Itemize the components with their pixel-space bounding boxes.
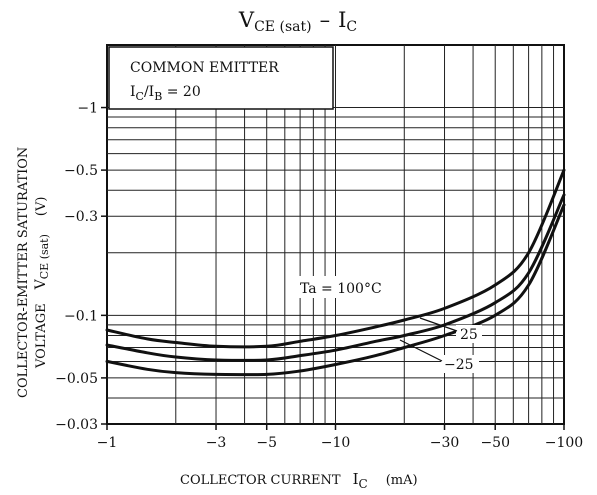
series-label-25: 25 — [460, 327, 478, 343]
x-axis-label: COLLECTOR CURRENT IC (mA) — [180, 470, 418, 491]
x-tick-label: −30 — [430, 435, 460, 451]
legend-ratio-sub2: B — [154, 90, 162, 103]
y-axis-symbol-sub: CE (sat) — [38, 234, 51, 279]
x-tick-label: −3 — [206, 435, 227, 451]
series-line-2 — [105, 203, 566, 377]
y-tick-label: −0.05 — [55, 371, 98, 387]
title-rhs-main: I — [338, 8, 346, 32]
y-axis-label-prefix: VOLTAGE — [34, 303, 49, 369]
series-line-0 — [105, 168, 566, 349]
legend-mode-label: COMMON EMITTER — [130, 60, 279, 76]
y-axis-label-line1: COLLECTOR-EMITTER SATURATION — [16, 147, 31, 398]
x-axis-label-text: COLLECTOR CURRENT — [180, 473, 341, 488]
title-dash: – — [320, 8, 331, 32]
series-label-100: Ta = 100°C — [300, 281, 382, 297]
legend-ratio-label: IC/IB = 20 — [130, 84, 201, 103]
legend-ratio-mid: /I — [144, 84, 154, 100]
x-axis-symbol-sub: C — [359, 477, 368, 491]
series-line-1 — [105, 193, 566, 362]
legend-ratio-end: = 20 — [162, 84, 200, 100]
x-tick-label: −50 — [480, 435, 510, 451]
y-tick-label: −1 — [77, 101, 98, 117]
series-label-100-bg — [296, 276, 394, 298]
curves — [105, 168, 566, 377]
y-tick-label: −0.1 — [64, 308, 98, 324]
legend-ratio-main: I — [130, 84, 136, 100]
y-tick-label: −0.5 — [64, 163, 98, 179]
series-label-25-bg — [456, 325, 482, 343]
y-tick-labels: −0.03 −0.05 −0.1 −0.3 −0.5 −1 — [55, 101, 107, 433]
x-tick-label: −1 — [97, 435, 118, 451]
y-tick-label: −0.3 — [64, 209, 98, 225]
series-label-minus25-leader — [399, 339, 443, 362]
series-label-minus25: −25 — [444, 357, 474, 373]
series-label-minus25-bg — [441, 355, 479, 373]
y-axis-unit: (V) — [34, 197, 49, 217]
x-tick-label: −100 — [545, 435, 583, 451]
series-label-25-leader — [419, 317, 458, 332]
y-tick-label: −0.03 — [55, 417, 98, 433]
x-tick-labels: −1 −3 −5 −10 −30 −50 −100 — [97, 424, 583, 451]
x-tick-label: −5 — [256, 435, 277, 451]
legend-ratio-sub1: C — [136, 90, 144, 103]
legend-box — [108, 46, 334, 110]
title-lhs-main: V — [238, 8, 255, 32]
x-axis-unit: (mA) — [386, 473, 418, 488]
title-lhs-sub: CE (sat) — [254, 19, 311, 35]
title-rhs-sub: C — [346, 19, 357, 35]
y-axis-label-line2: VOLTAGE VCE (sat) (V) — [33, 197, 51, 369]
chart-title: VCE (sat) – IC — [238, 8, 357, 35]
y-axis-symbol-main: V — [33, 278, 49, 290]
x-axis-symbol-main: I — [353, 470, 359, 488]
x-tick-label: −10 — [321, 435, 351, 451]
